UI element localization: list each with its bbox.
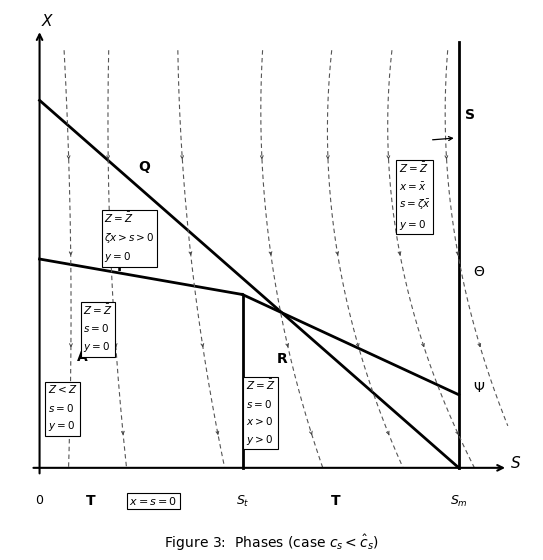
Text: $Z = \bar{Z}$
$\zeta x > s > 0$
$y = 0$: $Z = \bar{Z}$ $\zeta x > s > 0$ $y = 0$ xyxy=(104,211,155,264)
Text: $\mathbf{A}$: $\mathbf{A}$ xyxy=(75,350,89,364)
Text: $X$: $X$ xyxy=(41,13,54,29)
Text: $S_t$: $S_t$ xyxy=(236,494,249,509)
Text: $\mathbf{P}$: $\mathbf{P}$ xyxy=(116,260,128,274)
Text: $\Theta$: $\Theta$ xyxy=(473,264,485,278)
Text: $\mathbf{T}$: $\mathbf{T}$ xyxy=(331,494,342,508)
Text: $0$: $0$ xyxy=(35,494,44,507)
Text: $Z < \bar{Z}$
$s = 0$
$y = 0$: $Z < \bar{Z}$ $s = 0$ $y = 0$ xyxy=(48,382,77,433)
Text: $\mathbf{Q}$: $\mathbf{Q}$ xyxy=(138,159,151,175)
Text: $\mathbf{R}$: $\mathbf{R}$ xyxy=(276,352,289,366)
Text: $Z = \bar{Z}$
$x = \bar{x}$
$s = \zeta\bar{x}$
$y = 0$: $Z = \bar{Z}$ $x = \bar{x}$ $s = \zeta\b… xyxy=(399,161,431,232)
Text: $Z = \bar{Z}$
$s = 0$
$x > 0$
$y > 0$: $Z = \bar{Z}$ $s = 0$ $x > 0$ $y > 0$ xyxy=(246,378,275,447)
Text: $\mathbf{T}$: $\mathbf{T}$ xyxy=(85,494,97,508)
Text: $x = s = 0$: $x = s = 0$ xyxy=(129,495,178,507)
Text: Figure 3:  Phases (case $c_s < \hat{c}_s$): Figure 3: Phases (case $c_s < \hat{c}_s$… xyxy=(164,533,379,553)
Text: $Z = \bar{Z}$
$s = 0$
$y = 0$: $Z = \bar{Z}$ $s = 0$ $y = 0$ xyxy=(83,303,112,354)
Text: $\mathbf{S}$: $\mathbf{S}$ xyxy=(464,108,476,122)
Text: $\Psi$: $\Psi$ xyxy=(473,381,485,395)
Text: $S_m$: $S_m$ xyxy=(450,494,468,509)
Text: $S$: $S$ xyxy=(510,455,521,471)
